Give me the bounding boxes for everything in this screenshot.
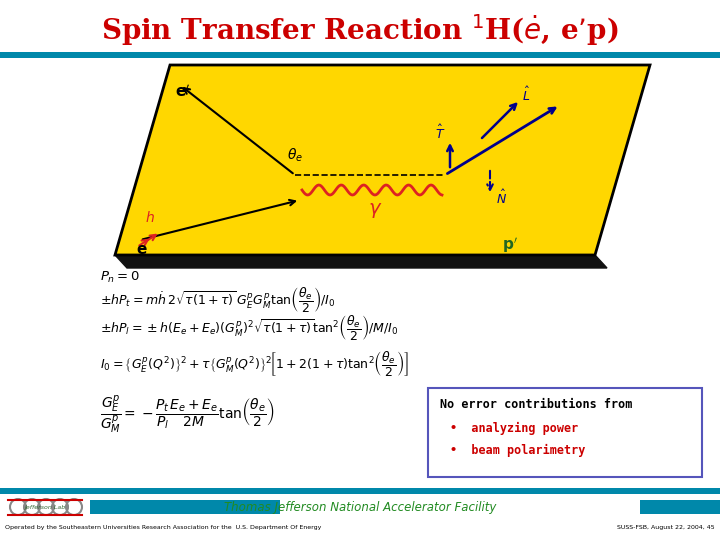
Bar [90, 500, 280, 514]
Text: $\mathbf{e'}$: $\mathbf{e'}$ [176, 84, 191, 100]
Bar [0, 52, 720, 58]
Text: $\hat{N}$: $\hat{N}$ [497, 189, 508, 207]
Text: $\dfrac{G_E^p}{G_M^p} = -\dfrac{P_t}{P_l}\dfrac{E_e+E_e}{2M}\tan\!\left(\dfrac{\: $\dfrac{G_E^p}{G_M^p} = -\dfrac{P_t}{P_l… [100, 394, 274, 436]
Text: $\gamma$: $\gamma$ [368, 200, 382, 219]
Text: No error contributions from: No error contributions from [440, 397, 632, 410]
Bar [640, 500, 720, 514]
Text: $P_n = 0$: $P_n = 0$ [100, 269, 140, 285]
Text: $I_0 = \left\{G_E^p(Q^2)\right\}^2 + \tau\left\{G_M^p(Q^2)\right\}^2\!\left[1+2(: $I_0 = \left\{G_E^p(Q^2)\right\}^2 + \ta… [100, 349, 410, 379]
Text: SUSS-FSB, August 22, 2004, 45: SUSS-FSB, August 22, 2004, 45 [617, 525, 715, 530]
Polygon shape [115, 255, 607, 268]
FancyBboxPatch shape [428, 388, 702, 477]
Text: $\mathbf{e}$: $\mathbf{e}$ [136, 242, 148, 258]
Text: $\hat{L}$: $\hat{L}$ [522, 86, 531, 104]
Text: $\theta_e$: $\theta_e$ [287, 146, 303, 164]
Text: Jefferson Lab: Jefferson Lab [24, 504, 66, 510]
Text: $\mathbf{p'}$: $\mathbf{p'}$ [502, 235, 518, 255]
Text: Operated by the Southeastern Universities Research Association for the  U.S. Dep: Operated by the Southeastern Universitie… [5, 525, 321, 530]
Polygon shape [115, 65, 650, 255]
Bar [0, 488, 720, 494]
Text: •  analyzing power: • analyzing power [450, 421, 578, 435]
Text: Spin Transfer Reaction $^{1}$H($\dot{e}$, e’p): Spin Transfer Reaction $^{1}$H($\dot{e}$… [102, 12, 618, 48]
Text: $\pm hP_t = m\dot{h}\,2\sqrt{\tau(1+\tau)}\,G_E^p G_M^p\tan\!\left(\dfrac{\theta: $\pm hP_t = m\dot{h}\,2\sqrt{\tau(1+\tau… [100, 286, 336, 314]
Text: •  beam polarimetry: • beam polarimetry [450, 443, 585, 456]
Text: $\pm hP_l = \pm h(E_e + E_e)(G_M^p)^2\sqrt{\tau(1+\tau)}\tan^2\!\left(\dfrac{\th: $\pm hP_l = \pm h(E_e + E_e)(G_M^p)^2\sq… [100, 314, 399, 342]
Text: $h$: $h$ [145, 211, 155, 226]
Text: Thomas Jefferson National Accelerator Facility: Thomas Jefferson National Accelerator Fa… [224, 501, 496, 514]
Text: $\hat{T}$: $\hat{T}$ [435, 124, 445, 142]
